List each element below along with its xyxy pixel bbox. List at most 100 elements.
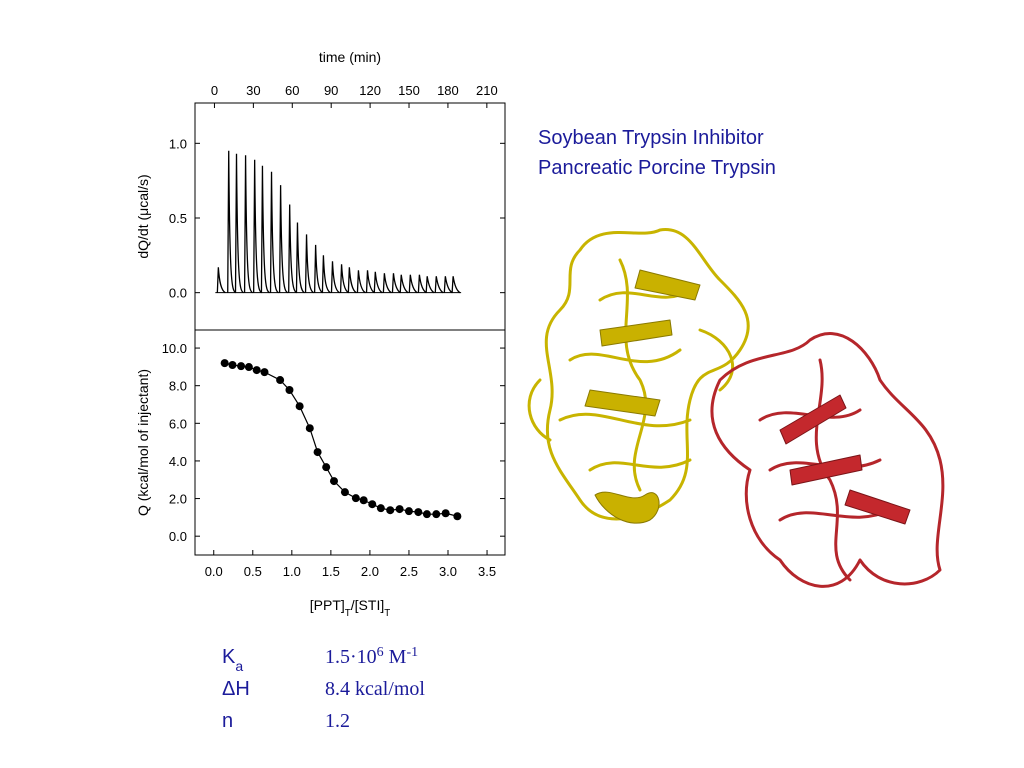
data-point (453, 512, 462, 521)
y-tick-label: 8.0 (169, 379, 187, 394)
injection-peak (443, 276, 453, 294)
data-point (322, 463, 331, 472)
injection-peak (304, 234, 314, 294)
protein-title: Soybean Trypsin Inhibitor (538, 127, 764, 149)
injection-peak (425, 276, 435, 294)
parameter-symbol: n (222, 710, 233, 732)
x-axis-label: time (min) (319, 49, 381, 65)
data-point (368, 500, 377, 509)
injection-peak (408, 274, 418, 294)
x-tick-label: 30 (246, 83, 260, 98)
parameter-value: 1.5·106 M-1 (325, 645, 418, 669)
data-point (404, 507, 413, 516)
data-point (228, 360, 237, 369)
data-point (276, 376, 285, 385)
protein-title: Pancreatic Porcine Trypsin (538, 157, 776, 179)
injection-peak (234, 153, 244, 294)
x-tick-label: 2.0 (361, 564, 379, 579)
data-point (441, 509, 450, 518)
parameter-value-part: -1 (406, 645, 418, 660)
y-tick-label: 0.0 (169, 529, 187, 544)
parameter-symbol: Ka (222, 646, 243, 674)
data-point (244, 363, 253, 372)
parameter-symbol-part: ΔH (222, 678, 250, 700)
parameter-value-part: 1.2 (325, 710, 350, 732)
y-tick-label: 6.0 (169, 416, 187, 431)
injection-peak (382, 273, 392, 294)
x-axis-label-part: T (384, 608, 390, 619)
y-axis-label: dQ/dt (μcal/s) (135, 174, 151, 258)
parameter-value: 1.2 (325, 710, 350, 732)
x-tick-label: 120 (359, 83, 381, 98)
data-point (220, 359, 229, 368)
x-tick-label: 3.0 (439, 564, 457, 579)
data-point (252, 366, 261, 375)
parameter-value-part: 6 (377, 645, 384, 660)
injection-peak (434, 276, 444, 294)
data-point (414, 508, 423, 517)
data-point (432, 510, 441, 519)
plot-frame (194, 102, 506, 331)
injection-peak (288, 204, 298, 294)
parameter-symbol: ΔH (222, 678, 250, 700)
injection-peak (339, 264, 349, 294)
injection-peak (243, 155, 253, 294)
data-point (376, 504, 385, 513)
plot-frame (194, 329, 506, 556)
x-tick-label: 1.0 (283, 564, 301, 579)
injection-peak (295, 222, 305, 294)
injection-peak (399, 274, 409, 294)
parameter-symbol-part: a (235, 658, 243, 674)
x-tick-label: 2.5 (400, 564, 418, 579)
data-point (295, 402, 304, 411)
parameter-value-part: M (384, 646, 407, 668)
parameter-value-part: 1.5·10 (325, 646, 377, 668)
protein-structure (527, 228, 945, 588)
injection-peak (278, 185, 288, 294)
x-tick-label: 3.5 (478, 564, 496, 579)
fit-line (224, 362, 458, 517)
data-point (305, 424, 314, 433)
parameter-symbol-part: K (222, 646, 236, 668)
injection-peak (216, 267, 226, 294)
data-point (395, 505, 404, 514)
injection-peak (313, 244, 324, 294)
injection-peak (391, 273, 401, 294)
injection-peak (260, 165, 270, 294)
x-tick-label: 0.0 (205, 564, 223, 579)
injection-peak (417, 274, 427, 294)
data-point (285, 386, 294, 395)
x-tick-label: 1.5 (322, 564, 340, 579)
x-tick-label: 60 (285, 83, 299, 98)
injection-peak (253, 159, 263, 294)
parameter-value: 8.4 kcal/mol (325, 678, 425, 700)
injection-peak (269, 171, 279, 294)
injection-peak (373, 271, 383, 294)
data-point (340, 488, 349, 497)
data-point (359, 496, 368, 505)
y-tick-label: 0.0 (169, 286, 187, 301)
x-axis-label-part: /[STI] (351, 597, 384, 613)
injection-peak (330, 261, 340, 294)
x-axis-label: [PPT]T/[STI]T (310, 597, 390, 619)
parameter-symbol-part: n (222, 710, 233, 732)
y-tick-label: 1.0 (169, 136, 187, 151)
injection-peak (365, 270, 375, 294)
y-axis-label: Q (kcal/mol of injectant) (135, 369, 151, 516)
injection-peak (451, 276, 461, 294)
x-tick-label: 90 (324, 83, 338, 98)
data-point (237, 362, 246, 371)
x-tick-label: 150 (398, 83, 420, 98)
data-point (422, 510, 431, 519)
data-point (386, 506, 395, 515)
data-point (351, 494, 360, 503)
x-tick-label: 0 (211, 83, 218, 98)
y-tick-label: 10.0 (162, 341, 187, 356)
y-tick-label: 2.0 (169, 492, 187, 507)
data-point (260, 368, 269, 377)
x-axis-label-part: T (345, 608, 351, 619)
x-tick-label: 0.5 (244, 564, 262, 579)
injection-peak (227, 150, 237, 294)
